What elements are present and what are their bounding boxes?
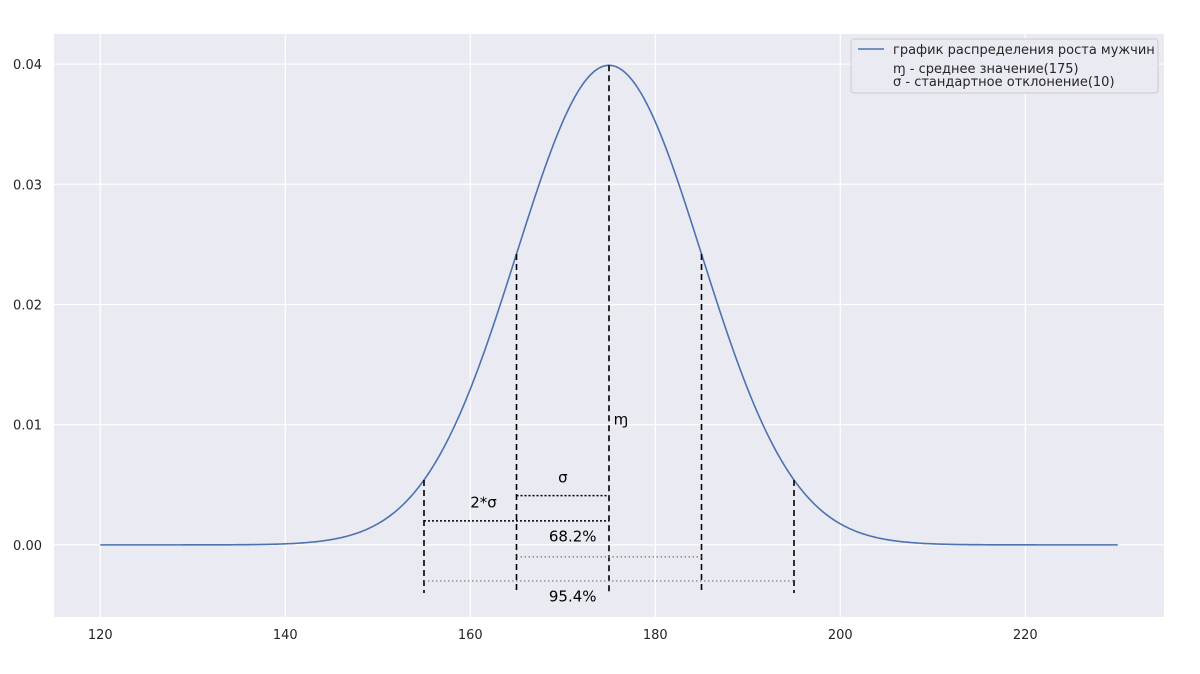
y-tick-label: 0.00 <box>13 539 42 554</box>
x-tick-label: 220 <box>1013 628 1038 643</box>
annotation-label: 95.4% <box>549 587 597 605</box>
annotation-label: σ <box>558 468 568 486</box>
legend-series-label: график распределения роста мужчин <box>893 43 1155 58</box>
x-tick-label: 180 <box>643 628 668 643</box>
legend-box <box>850 38 1159 94</box>
annotation-label: ɱ <box>614 411 629 429</box>
y-tick-label: 0.03 <box>13 178 42 193</box>
x-tick-label: 120 <box>88 628 113 643</box>
legend-mean-label: ɱ - среднее значение(175) <box>893 62 1079 77</box>
y-tick-label: 0.02 <box>13 298 42 313</box>
x-tick-label: 160 <box>458 628 483 643</box>
annotation-label: 68.2% <box>549 527 597 545</box>
y-tick-label: 0.04 <box>13 58 42 73</box>
y-tick-label: 0.01 <box>13 419 42 434</box>
interval-horizontal-lines <box>424 494 794 582</box>
x-axis: 120 140 160 180 200 220 <box>88 628 1038 643</box>
x-tick-label: 200 <box>828 628 853 643</box>
annotations: ɱ σ 2*σ 68.2% 95.4% <box>470 411 628 606</box>
sigma-vertical-lines <box>423 65 795 593</box>
annotation-label: 2*σ <box>470 494 497 512</box>
legend: график распределения роста мужчин ɱ - ср… <box>850 38 1159 94</box>
legend-std-label: σ - стандартное отклонение(10) <box>893 75 1115 90</box>
x-tick-label: 140 <box>273 628 298 643</box>
y-axis: 0.00 0.01 0.02 0.03 0.04 <box>13 58 42 554</box>
